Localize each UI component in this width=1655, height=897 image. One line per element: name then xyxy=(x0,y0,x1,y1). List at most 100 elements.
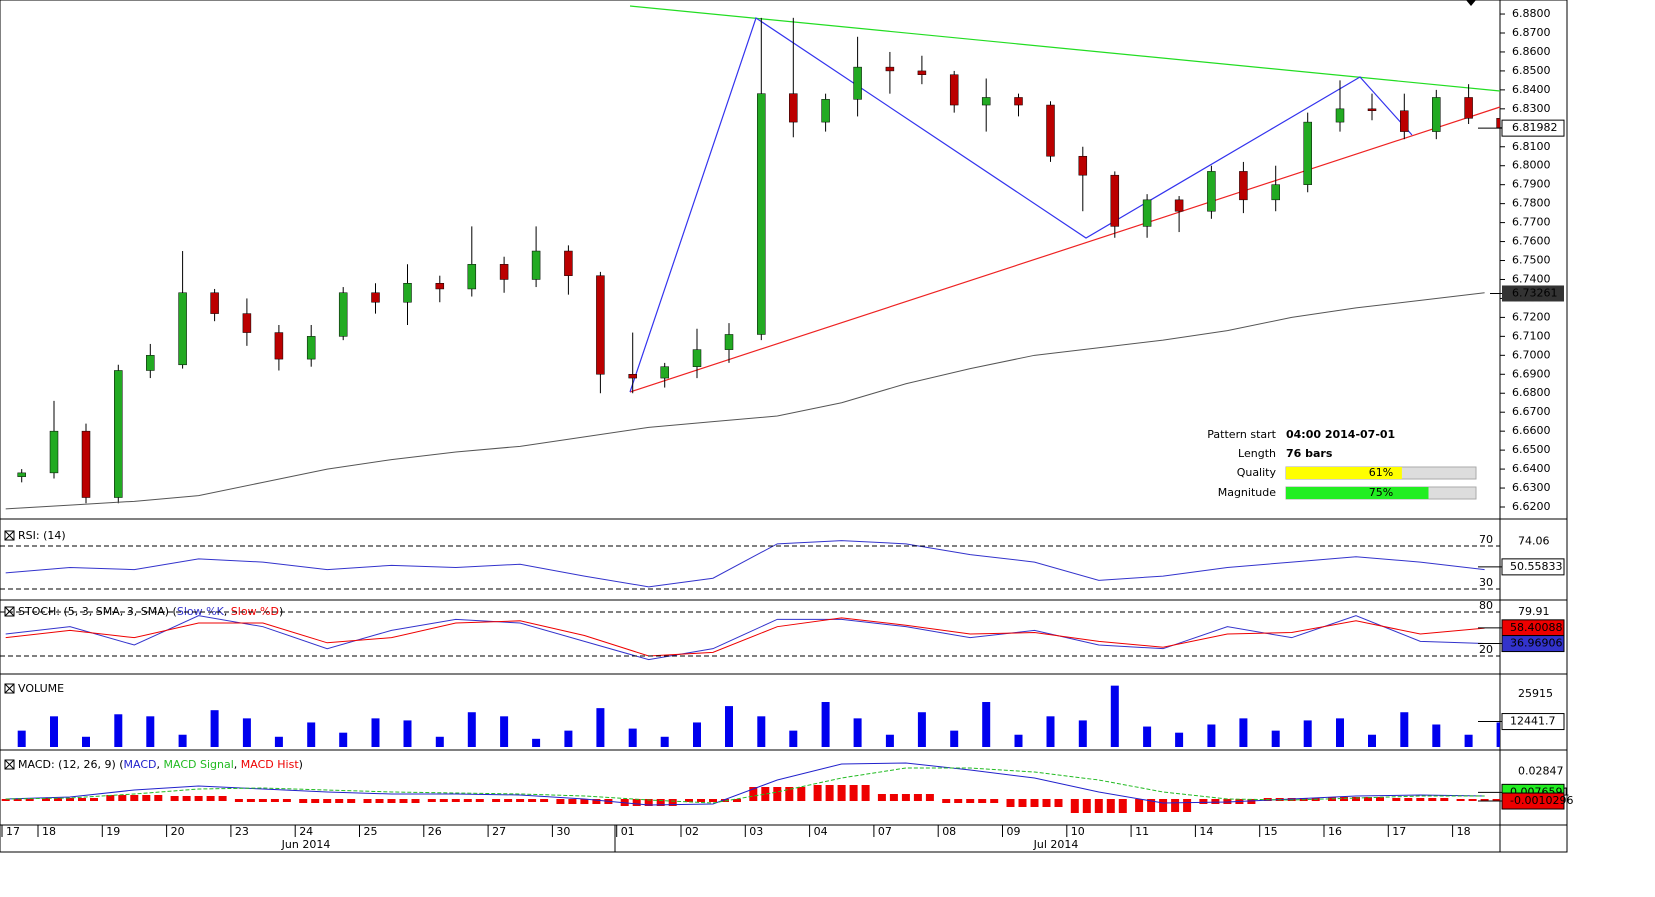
candle-body xyxy=(403,283,412,303)
y-tick-label: 6.8000 xyxy=(1512,159,1551,172)
candle-body xyxy=(371,292,380,303)
axis-max-label: 79.91 xyxy=(1518,605,1550,618)
candle-body xyxy=(274,332,284,360)
candle-body xyxy=(435,283,445,290)
candle-body xyxy=(210,292,219,314)
macd-hist xyxy=(1006,799,1015,807)
rsi-line xyxy=(5,540,1485,588)
macd-hist xyxy=(170,796,179,801)
macd-hist xyxy=(954,799,963,803)
volume-bar xyxy=(532,738,541,747)
y-tick-label: 6.6400 xyxy=(1512,462,1551,475)
value-label: 36.96906 xyxy=(1510,637,1563,650)
macd-hist xyxy=(632,799,641,806)
volume-bar xyxy=(628,728,637,747)
macd-hist xyxy=(1082,799,1091,813)
volume-bar xyxy=(821,702,830,747)
volume-bar xyxy=(114,714,123,747)
candle-body xyxy=(1142,199,1152,227)
macd-hist xyxy=(504,799,513,802)
volume-bar xyxy=(1014,734,1023,747)
macd-hist xyxy=(475,799,484,802)
level-label: 70 xyxy=(1479,533,1493,546)
macd-hist xyxy=(925,794,934,801)
volume-bar xyxy=(500,716,509,747)
stoch-line xyxy=(5,617,1485,657)
volume-bar xyxy=(1110,685,1119,747)
y-tick-label: 6.8500 xyxy=(1512,64,1551,77)
y-tick-label: 6.8400 xyxy=(1512,83,1551,96)
macd-hist xyxy=(1159,799,1168,812)
legend-entry: MACD xyxy=(124,758,157,771)
candle-body xyxy=(1400,110,1409,132)
macd-hist xyxy=(1183,799,1192,812)
volume-bar xyxy=(1432,724,1441,747)
x-tick-label: 27 xyxy=(492,825,506,838)
macd-hist xyxy=(813,785,822,801)
volume-bar xyxy=(1207,724,1216,747)
candle-body xyxy=(1335,108,1345,123)
macd-hist xyxy=(1199,799,1208,804)
macd-hist xyxy=(1364,797,1372,801)
volume-bar xyxy=(1464,734,1473,747)
info-value: 76 bars xyxy=(1286,447,1333,460)
legend-entry: MACD Hist xyxy=(241,758,300,771)
scroll-marker xyxy=(1466,0,1476,6)
macd-hist xyxy=(644,799,653,806)
level-label: 80 xyxy=(1479,599,1493,612)
macd-hist xyxy=(1440,798,1449,801)
macd-hist xyxy=(1492,799,1500,801)
score-label: 75% xyxy=(1369,486,1393,499)
volume-bar xyxy=(1496,722,1500,747)
macd-hist xyxy=(387,799,396,803)
candle-body xyxy=(146,355,155,371)
candle-body xyxy=(1207,171,1216,212)
volume-bar xyxy=(853,718,862,747)
macd-hist xyxy=(218,796,227,801)
volume-bar xyxy=(1078,720,1087,747)
macd-hist xyxy=(580,799,589,804)
candle-body xyxy=(789,93,798,123)
macd-hist xyxy=(785,787,794,801)
volume-bar xyxy=(17,730,26,747)
x-tick-label: 01 xyxy=(621,825,635,838)
macd-hist xyxy=(685,799,693,802)
candle-body xyxy=(1078,155,1088,176)
ma-box xyxy=(1502,285,1564,302)
volume-bar xyxy=(82,736,90,747)
y-tick-label: 6.6700 xyxy=(1512,405,1551,418)
level-label: 20 xyxy=(1479,643,1493,656)
macd-hist xyxy=(1404,798,1413,801)
volume-bar xyxy=(1046,716,1055,747)
y-tick-label: 6.6300 xyxy=(1512,481,1551,494)
macd-hist xyxy=(323,799,332,803)
macd-hist xyxy=(1171,799,1180,812)
panel-title: STOCH: (5, 3, SMA, 3, SMA) (Slow %K, Slo… xyxy=(18,605,283,618)
macd-hist xyxy=(463,799,472,802)
macd-hist xyxy=(528,799,537,802)
macd-hist xyxy=(1106,799,1115,813)
macd-hist xyxy=(90,798,98,801)
volume-bar xyxy=(564,730,573,747)
candle-body xyxy=(853,66,862,100)
x-tick-label: 16 xyxy=(1328,825,1342,838)
candle-body xyxy=(885,66,895,72)
x-tick-label: 15 xyxy=(1264,825,1278,838)
pattern-zigzag xyxy=(629,17,1413,393)
score-label: 61% xyxy=(1369,466,1393,479)
candle-body xyxy=(1303,121,1312,185)
y-tick-label: 6.7200 xyxy=(1512,310,1551,323)
y-tick-label: 6.6900 xyxy=(1512,367,1551,380)
resistance-line xyxy=(629,5,1501,92)
candle-body xyxy=(1432,97,1441,132)
candle-body xyxy=(1110,174,1120,227)
macd-hist xyxy=(1070,799,1079,813)
x-tick-label: 18 xyxy=(1457,825,1471,838)
candle-body xyxy=(596,275,605,375)
legend-entry: MACD Signal xyxy=(164,758,234,771)
y-tick-label: 6.7900 xyxy=(1512,178,1551,191)
macd-hist xyxy=(25,799,34,801)
info-label: Magnitude xyxy=(1218,486,1277,499)
macd-hist xyxy=(451,799,460,802)
macd-hist xyxy=(761,787,770,801)
